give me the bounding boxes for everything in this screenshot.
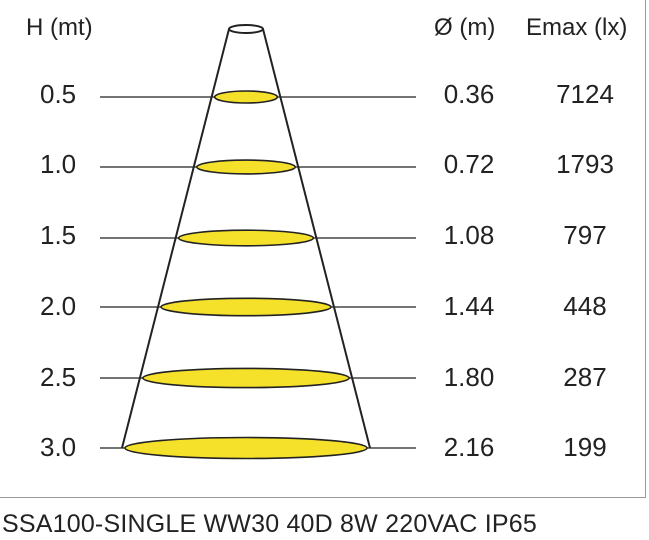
row-height: 2.5 (40, 362, 77, 392)
row-diameter: 0.72 (443, 149, 495, 179)
diameter-header: Ø (m) (434, 14, 496, 41)
emax-header: Emax (lx) (526, 14, 628, 41)
cone-right-edge (262, 28, 371, 449)
row-height: 1.5 (40, 220, 77, 250)
row-height: 0.5 (40, 79, 77, 109)
row-emax: 287 (563, 362, 607, 392)
row-diameter: 1.80 (443, 362, 495, 392)
beam-ellipse (195, 159, 297, 175)
row-emax: 199 (563, 432, 607, 462)
beam-ellipses (124, 90, 368, 460)
row-diameter: 1.08 (443, 220, 495, 250)
product-caption: SSA100-SINGLE WW30 40D 8W 220VAC IP65 (2, 510, 537, 538)
row-height: 2.0 (40, 291, 77, 321)
row-emax: 448 (563, 291, 607, 321)
beam-ellipse (213, 90, 279, 104)
row-diameter: 2.16 (443, 432, 495, 462)
row-height: 1.0 (40, 149, 77, 179)
row-diameter: 1.44 (443, 291, 495, 321)
diagram-frame (0, 0, 646, 498)
beam-ellipse (160, 297, 332, 317)
height-header: H (mt) (26, 14, 93, 41)
row-emax: 797 (563, 220, 607, 250)
beam-ellipse (142, 367, 350, 389)
beam-ellipse (124, 436, 368, 460)
row-emax: 1793 (556, 149, 614, 179)
row-diameter: 0.36 (443, 79, 495, 109)
row-emax: 7124 (556, 79, 614, 109)
row-height: 3.0 (40, 432, 77, 462)
cone-left-edge (121, 28, 230, 449)
light-cone (121, 24, 371, 449)
beam-ellipse (177, 229, 315, 247)
beam-cone-diagram (100, 24, 416, 460)
cone-top-aperture (228, 24, 264, 34)
guide-lines (100, 96, 416, 449)
